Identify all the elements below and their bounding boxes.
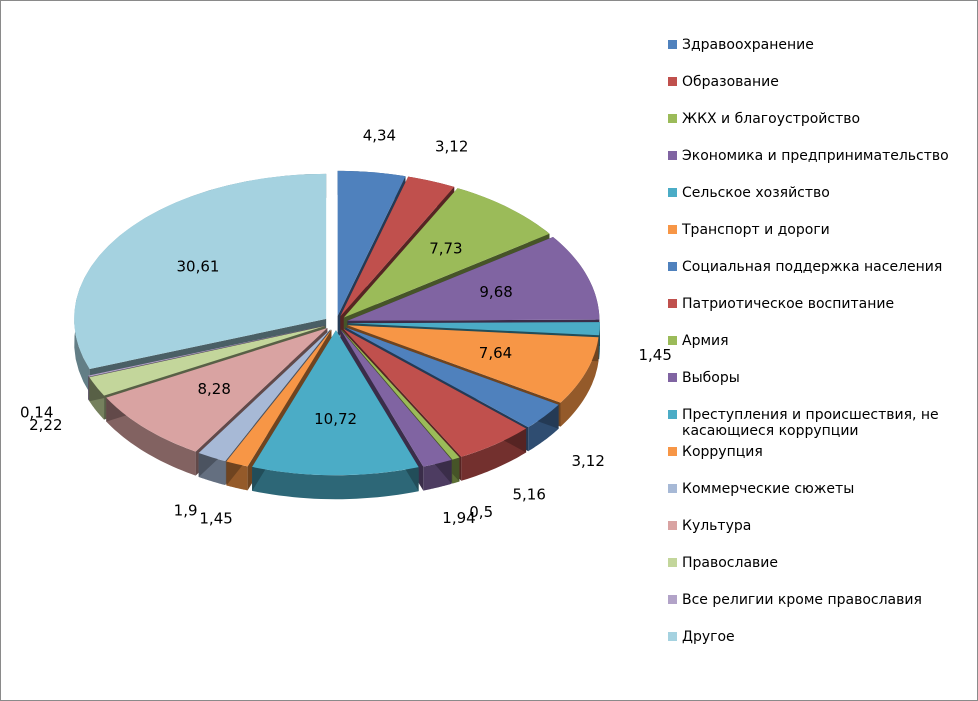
- slice-top: [88, 325, 325, 377]
- legend-item-1: Здравоохранение: [668, 37, 814, 53]
- legend-label: Патриотическое воспитание: [682, 296, 894, 312]
- slice-top: [74, 173, 327, 369]
- slice-top: [341, 329, 460, 460]
- legend-swatch: [668, 299, 677, 308]
- legend-label: Экономика и предпринимательство: [682, 148, 949, 164]
- legend-label: Другое: [682, 629, 735, 645]
- legend-label: Коммерческие сюжеты: [682, 481, 854, 497]
- slice-top: [343, 328, 527, 457]
- legend-label: Коррупция: [682, 444, 763, 460]
- slice-wall: [89, 326, 326, 402]
- data-label-5: 1,45: [638, 346, 671, 364]
- slice-top: [198, 329, 331, 462]
- slice-top: [226, 329, 332, 467]
- legend: Здравоохранение Образование ЖКХ и благоуст…: [668, 37, 949, 645]
- legend-swatch: [668, 151, 677, 160]
- slice-top: [347, 322, 600, 336]
- data-label-8: 5,16: [512, 486, 545, 504]
- slice-11: [252, 330, 419, 500]
- legend-label: Преступления и происшествия, не: [682, 407, 939, 423]
- data-label-11: 10,72: [314, 410, 357, 428]
- legend-label: Все религии кроме православия: [682, 592, 922, 608]
- data-label-12: 1,45: [199, 510, 232, 528]
- legend-swatch: [668, 632, 677, 641]
- legend-label: Образование: [682, 74, 779, 90]
- legend-swatch: [668, 188, 677, 197]
- data-labels: 4,34 3,12 7,73 9,68 1,45 7,64 3,12 5,16 0,51,94 1…: [20, 127, 672, 528]
- legend-label: Сельское хозяйство: [682, 185, 830, 201]
- legend-label: Социальная поддержка населения: [682, 259, 942, 275]
- data-label-2: 3,12: [435, 137, 468, 155]
- data-label-16: 0,14: [20, 403, 53, 421]
- legend-swatch: [668, 40, 677, 49]
- slice-side: [252, 466, 419, 500]
- data-label-15: 2,22: [29, 416, 62, 434]
- legend-item-15: Православие: [668, 555, 778, 571]
- slice-top: [252, 330, 419, 476]
- slice-top: [340, 176, 455, 317]
- slice-top: [340, 329, 452, 467]
- data-label-9: 0,5: [469, 503, 493, 521]
- data-label-10: 1,94: [442, 509, 475, 527]
- slice-side: [106, 397, 196, 476]
- legend-swatch: [668, 484, 677, 493]
- legend-swatch: [668, 336, 677, 345]
- legend-swatch: [668, 521, 677, 530]
- data-label-13: 1,9: [174, 501, 198, 519]
- legend-item-6: Транспорт и дороги: [668, 222, 830, 238]
- legend-label: Выборы: [682, 370, 740, 386]
- legend-item-3: ЖКХ и благоустройство: [668, 111, 860, 127]
- legend-item-10: Выборы: [668, 370, 740, 386]
- legend-item-11: Преступления и происшествия, некасающиес…: [668, 407, 939, 439]
- slice-top: [347, 325, 599, 403]
- legend-label: Армия: [682, 333, 729, 349]
- pie-slices: [74, 170, 600, 500]
- legend-item-2: Образование: [668, 74, 779, 90]
- legend-swatch: [668, 447, 677, 456]
- legend-label: Культура: [682, 518, 751, 534]
- legend-swatch: [668, 77, 677, 86]
- data-label-3: 7,73: [429, 240, 462, 258]
- legend-item-4: Экономика и предпринимательство: [668, 148, 949, 164]
- legend-label: Здравоохранение: [682, 37, 814, 53]
- data-label-1: 4,34: [363, 127, 396, 145]
- legend-item-8: Патриотическое воспитание: [668, 296, 894, 312]
- legend-swatch: [668, 373, 677, 382]
- legend-swatch: [668, 262, 677, 271]
- slice-top: [347, 236, 600, 321]
- data-label-17: 30,61: [177, 257, 220, 275]
- legend-item-17: Другое: [668, 629, 735, 645]
- legend-item-9: Армия: [668, 333, 729, 349]
- slice-side: [560, 337, 599, 427]
- legend-label: касающиеся коррупции: [682, 423, 859, 439]
- data-label-4: 9,68: [479, 283, 512, 301]
- legend-item-16: Все религии кроме православия: [668, 592, 922, 608]
- legend-swatch: [668, 114, 677, 123]
- data-label-6: 7,64: [479, 344, 512, 362]
- legend-label: ЖКХ и благоустройство: [682, 111, 860, 127]
- legend-swatch: [668, 558, 677, 567]
- legend-swatch: [668, 225, 677, 234]
- slice-top: [343, 188, 550, 318]
- slice-top: [345, 327, 559, 428]
- slice-top: [337, 170, 406, 316]
- legend-item-13: Коммерческие сюжеты: [668, 481, 854, 497]
- legend-label: Православие: [682, 555, 778, 571]
- legend-swatch: [668, 410, 677, 419]
- legend-label: Транспорт и дороги: [681, 222, 830, 238]
- legend-swatch: [668, 595, 677, 604]
- slice-top: [106, 327, 328, 452]
- slice-top: [89, 326, 326, 396]
- legend-item-12: Коррупция: [668, 444, 763, 460]
- legend-item-5: Сельское хозяйство: [668, 185, 830, 201]
- data-label-7: 3,12: [571, 452, 604, 470]
- legend-item-14: Культура: [668, 518, 751, 534]
- data-label-14: 8,28: [197, 380, 230, 398]
- legend-item-7: Социальная поддержка населения: [668, 259, 942, 275]
